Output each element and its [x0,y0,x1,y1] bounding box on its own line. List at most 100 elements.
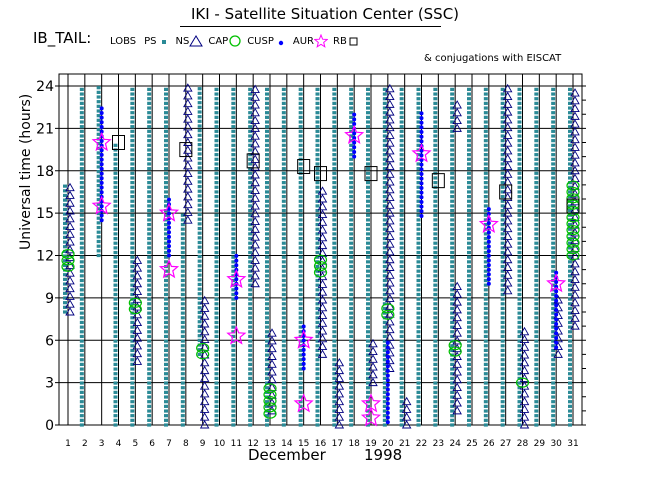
ps-marker [450,167,455,171]
ps-marker [568,194,572,199]
ps-marker [214,208,219,213]
ns-marker [368,354,378,363]
ns-marker [334,365,345,375]
ps-marker [130,306,135,311]
ps-marker [551,129,556,133]
ps-marker [551,260,556,264]
ps-marker [79,260,84,264]
ps-marker [517,274,522,278]
ps-marker [551,246,556,250]
ns-marker [267,328,277,337]
ps-marker [399,218,404,222]
ps-marker [214,400,219,404]
ps-marker [517,139,522,143]
ps-marker [568,409,572,413]
ps-marker [366,376,370,380]
ps-marker [197,264,202,268]
ps-marker [231,106,236,110]
ps-marker [180,353,185,357]
ps-marker [416,125,421,129]
ps-marker [517,157,522,161]
ps-marker [416,181,421,185]
ns-marker [502,107,513,116]
ps-marker [416,241,421,245]
ps-marker [433,232,438,236]
ps-marker [197,343,202,347]
ps-marker [265,404,269,408]
ps-marker [147,339,152,343]
ps-marker [231,199,236,203]
ps-marker [366,339,370,343]
ps-marker [382,139,387,143]
ps-marker [517,390,522,394]
cusp-marker [419,199,424,204]
ps-marker [450,306,455,311]
ps-marker [551,274,556,278]
ps-marker [79,269,84,273]
x-tick-label: 24 [449,439,461,449]
ps-marker [113,232,118,236]
ps-marker [265,264,269,269]
aur-marker [158,259,180,279]
ps-marker [399,241,404,245]
ps-marker [180,260,185,264]
ps-marker [349,320,354,325]
cap-marker [263,402,277,413]
ps-marker [399,367,404,371]
ps-marker [180,334,185,339]
ps-marker [265,339,269,343]
cusp-marker [419,120,424,125]
ns-marker [267,336,277,345]
cusp-marker [486,249,491,254]
ps-marker [349,106,354,110]
ps-marker [467,134,471,138]
cusp-marker [486,211,491,216]
dot-icon [278,40,284,46]
ps-marker [96,165,101,169]
ps-marker [483,348,488,353]
cusp-marker [234,253,239,258]
ps-marker [568,148,572,152]
ps-marker [349,246,354,250]
ps-marker [366,348,370,353]
ps-marker [164,390,168,394]
ps-marker [366,148,370,152]
ps-marker [534,330,539,334]
ps-marker [197,166,202,170]
ps-marker [248,236,253,241]
legend-label: RB [333,36,347,47]
ps-marker [366,125,370,129]
ps-marker [366,423,370,427]
ps-marker [113,297,118,301]
cusp-marker [385,382,390,387]
ns-marker [385,184,395,194]
ps-marker [281,362,286,367]
ps-marker [517,367,522,371]
ps-marker [79,241,84,245]
ps-marker [433,325,438,329]
ps-marker [164,153,168,157]
ps-marker [500,204,505,208]
ps-marker [332,372,337,376]
ps-marker [568,344,572,348]
ps-marker [450,204,455,208]
ps-marker [382,409,387,413]
ps-marker [164,143,168,147]
ps-marker [534,423,539,427]
ps-marker [113,274,118,278]
ps-marker [130,134,135,138]
ps-marker [483,222,488,227]
ps-marker [147,208,152,213]
ps-marker [332,353,337,357]
ps-marker [551,194,556,199]
ps-marker [298,400,303,404]
ps-marker [298,148,303,152]
ps-marker [500,395,505,399]
ns-marker [183,98,193,108]
ps-marker [164,134,168,138]
ps-marker [113,334,118,339]
ps-marker [467,278,471,283]
ps-marker [265,376,269,380]
ps-marker [130,143,135,147]
ns-marker [401,404,412,413]
